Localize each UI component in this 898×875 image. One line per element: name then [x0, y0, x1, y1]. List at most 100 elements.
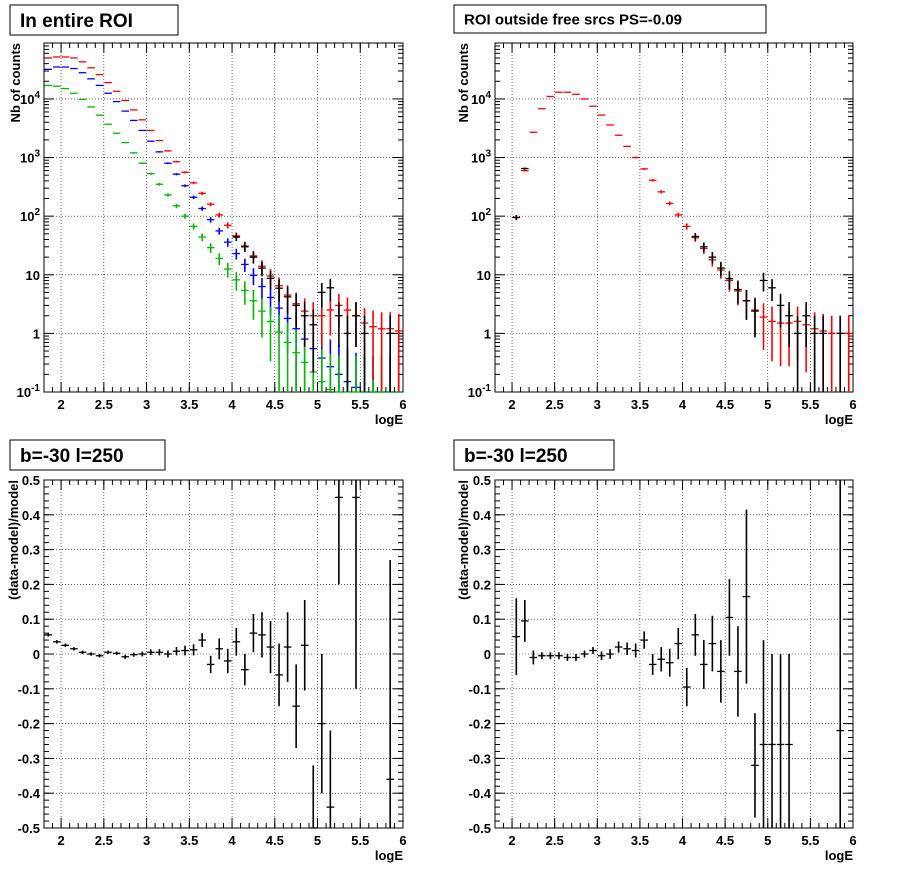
data-point: [181, 184, 189, 188]
data-point: [266, 306, 275, 362]
x-tick-label: 5.5: [351, 397, 369, 412]
data-point: [606, 124, 614, 126]
data-point: [138, 651, 147, 657]
y-tick-label: 0.4: [22, 508, 41, 523]
data-point: [759, 303, 768, 350]
data-point: [538, 108, 546, 110]
title-box: [9, 4, 179, 36]
y-tick-label: -0.1: [469, 682, 491, 697]
x-tick-label: 4: [679, 833, 687, 848]
data-point: [512, 598, 521, 675]
data-point: [742, 290, 751, 320]
x-tick-label: 5.5: [801, 397, 819, 412]
data-point: [104, 650, 112, 654]
x-axis-label: logE: [825, 412, 853, 427]
data-point: [631, 156, 640, 159]
data-point: [198, 206, 206, 211]
data-point: [215, 638, 223, 660]
data-point: [751, 298, 759, 338]
data-point: [155, 649, 164, 656]
data-point: [623, 145, 631, 148]
data-point: [386, 315, 394, 392]
x-tick-label: 5.5: [351, 833, 369, 848]
data-point: [751, 713, 759, 818]
data-point: [78, 650, 87, 654]
x-axis-label: logE: [375, 412, 403, 427]
data-point: [785, 302, 793, 347]
x-tick-label: 4.5: [266, 833, 284, 848]
y-axis-label: (data-model)/model: [456, 480, 471, 600]
title-box: [453, 439, 615, 471]
data-point: [258, 261, 266, 277]
data-point: [734, 280, 742, 304]
data-point: [700, 242, 708, 252]
data-point: [648, 654, 657, 675]
x-tick-label: 5: [764, 833, 771, 848]
data-point: [563, 654, 572, 661]
x-tick-label: 4: [679, 397, 687, 412]
data-point: [275, 643, 283, 707]
data-point: [95, 114, 104, 116]
data-point: [283, 612, 292, 682]
data-point: [224, 262, 232, 278]
y-tick-label: 0.2: [22, 577, 40, 592]
y-tick-label: 1: [33, 326, 40, 341]
y-tick-label: 0.3: [473, 543, 491, 558]
y-tick-label: 0.1: [473, 612, 491, 627]
data-point: [112, 651, 121, 656]
data-point: [335, 355, 343, 393]
y-tick-label: 104: [20, 90, 40, 107]
data-point: [352, 480, 360, 689]
data-point: [657, 647, 665, 672]
y-tick-label: 1: [484, 326, 491, 341]
data-point: [121, 99, 129, 102]
x-tick-label: 6: [849, 833, 856, 848]
data-point: [53, 640, 61, 644]
data-point: [232, 248, 241, 260]
panel-residual-left: 2 2.5 3 3.5 4 4.5 5 5.5 6 -0.5 -0.4 -0.3 -0.2 -0.1 0 0.…: [6, 439, 407, 863]
y-tick-label: -0.3: [18, 751, 40, 766]
data-point: [172, 203, 181, 209]
data-point: [249, 290, 258, 320]
data-point: [326, 354, 335, 392]
data-point: [181, 213, 189, 219]
x-tick-label: 3: [143, 833, 150, 848]
data-point: [844, 315, 853, 392]
plot-frame: [494, 42, 854, 393]
x-tick-label: 2: [57, 397, 64, 412]
chart-title: b=-30 l=250: [20, 446, 124, 467]
series-0: [512, 480, 844, 828]
data-point: [802, 302, 810, 347]
data-point: [529, 131, 538, 133]
data-point: [249, 613, 258, 653]
x-tick-label: 4: [228, 833, 236, 848]
x-tick-label: 3.5: [180, 397, 198, 412]
data-point: [640, 631, 648, 649]
data-point: [614, 641, 623, 653]
data-point: [104, 123, 112, 125]
data-point: [138, 119, 147, 121]
y-tick-label: 0.5: [473, 473, 491, 488]
y-axis-label: Nb of counts: [456, 43, 471, 122]
x-tick-label: 3: [143, 397, 150, 412]
x-tick-label: 2.5: [546, 397, 564, 412]
data-point: [597, 114, 606, 116]
data-point: [138, 162, 147, 165]
data-point: [665, 648, 674, 677]
y-tick-label: -0.2: [18, 717, 40, 732]
data-point: [335, 480, 343, 585]
data-point: [785, 654, 793, 828]
title-box: [9, 439, 166, 471]
data-point: [538, 652, 546, 660]
data-point: [292, 329, 300, 392]
x-tick-label: 5: [314, 833, 321, 848]
data-point: [386, 560, 394, 828]
data-point: [95, 654, 104, 658]
data-point: [683, 667, 691, 707]
chart-title: b=-30 l=250: [464, 446, 568, 467]
data-point: [360, 315, 369, 392]
data-point: [827, 315, 836, 392]
data-point: [648, 179, 657, 182]
data-point: [606, 649, 614, 659]
